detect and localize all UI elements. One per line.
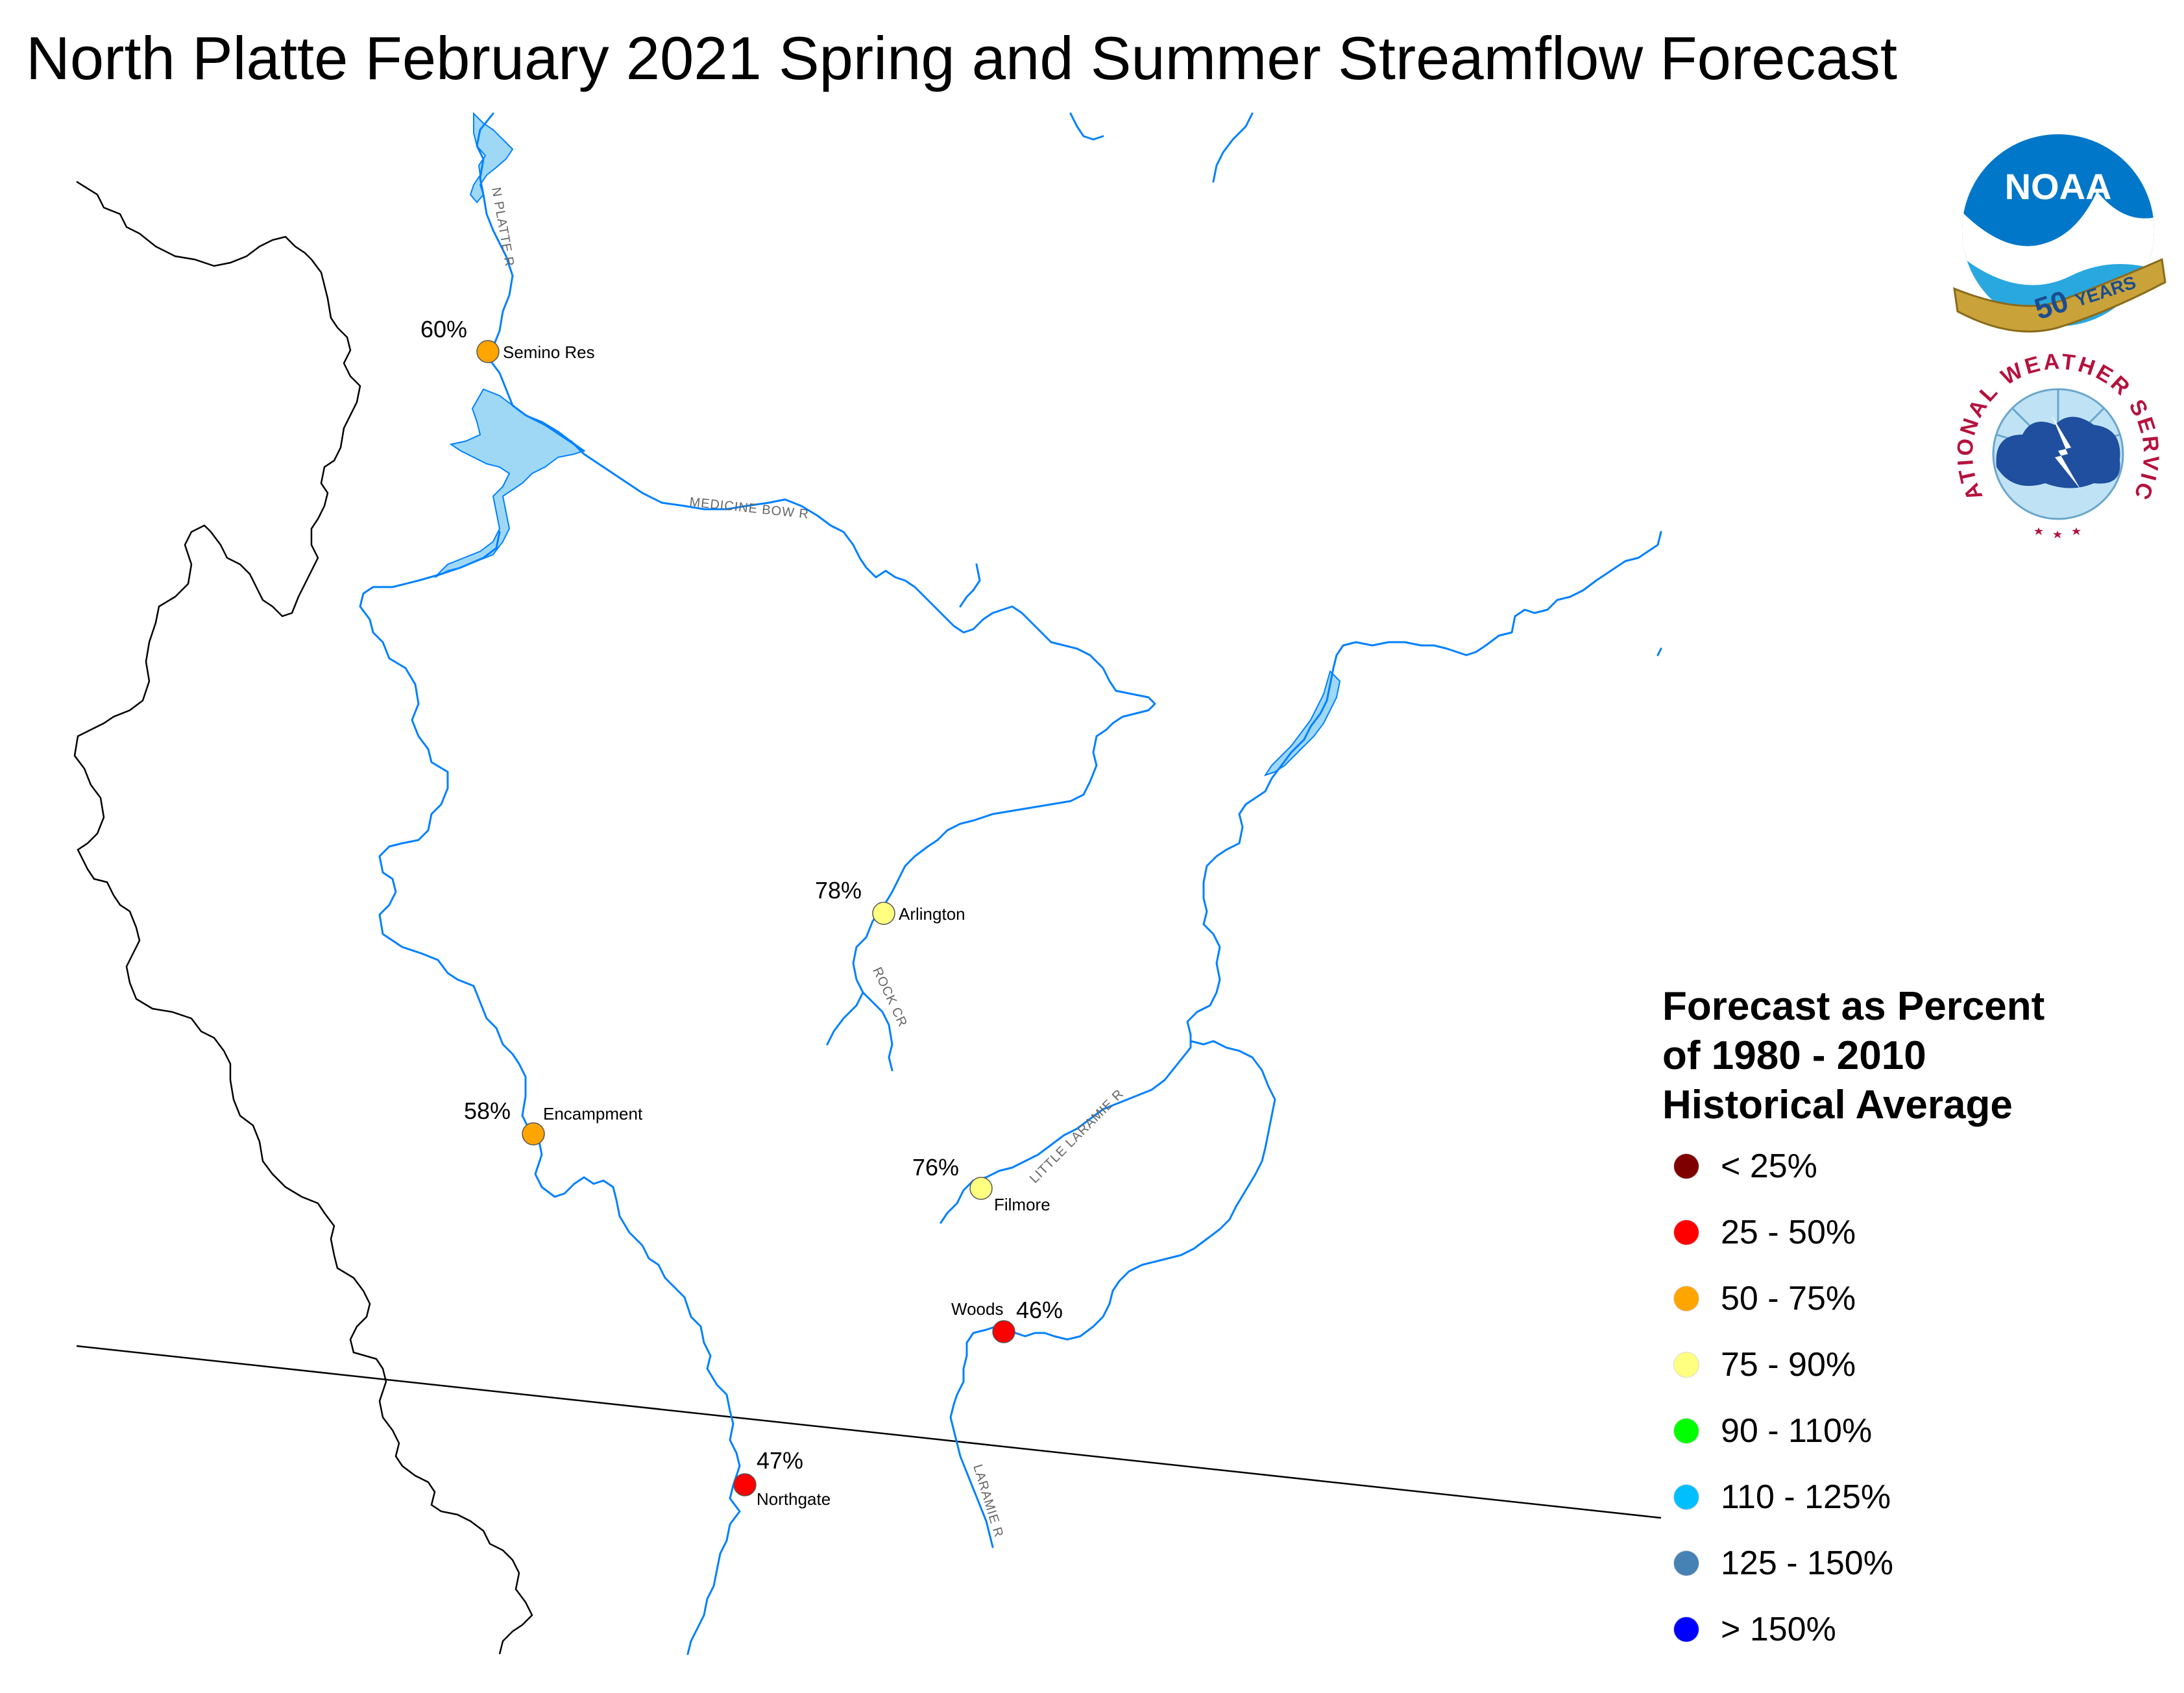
station-marker[interactable]	[872, 902, 895, 925]
legend-item: < 25%	[1674, 1147, 1817, 1186]
station-percent: 47%	[757, 1447, 803, 1474]
station-filmore[interactable]: 76% Filmore	[912, 1154, 1050, 1214]
station-name: Semino Res	[503, 342, 595, 362]
legend-swatch	[1674, 1154, 1699, 1179]
legend-item: 25 - 50%	[1674, 1213, 1856, 1252]
station-name: Encampment	[543, 1104, 643, 1123]
legend-item: 75 - 90%	[1674, 1345, 1856, 1384]
station-name: Woods	[951, 1299, 1003, 1319]
station-woods[interactable]: 46% Woods	[951, 1297, 1063, 1343]
station-encampment[interactable]: 58% Encampment	[464, 1098, 643, 1146]
legend-label: 110 - 125%	[1721, 1478, 1891, 1516]
station-name: Northgate	[757, 1489, 831, 1509]
legend-item: 110 - 125%	[1674, 1478, 1891, 1517]
legend-swatch	[1674, 1220, 1699, 1245]
legend-item: 90 - 110%	[1674, 1411, 1872, 1450]
river-label-medicine-bow: MEDICINE BOW R	[688, 495, 809, 522]
legend-title-line: Forecast as Percent	[1662, 984, 2045, 1029]
legend-swatch	[1674, 1419, 1699, 1443]
north-platte-river	[359, 112, 741, 1655]
legend-label: 25 - 50%	[1721, 1214, 1856, 1251]
station-semino-res[interactable]: 60% Semino Res	[420, 316, 595, 363]
station-name: Filmore	[994, 1195, 1050, 1214]
legend-label: 125 - 150%	[1721, 1544, 1893, 1582]
map-title: North Platte February 2021 Spring and Su…	[26, 24, 1897, 92]
reservoirs	[434, 112, 1341, 776]
legend-label: 90 - 110%	[1721, 1412, 1873, 1450]
station-marker[interactable]	[522, 1122, 545, 1146]
legend-swatch	[1674, 1485, 1699, 1509]
medicine-bow-river	[570, 440, 1156, 994]
noaa-logo-text: NOAA	[2005, 166, 2112, 207]
legend-label: 50 - 75%	[1721, 1280, 1856, 1317]
station-marker[interactable]	[476, 340, 500, 363]
legend-swatch	[1674, 1352, 1699, 1377]
station-name: Arlington	[899, 904, 965, 924]
station-arlington[interactable]: 78% Arlington	[815, 877, 965, 925]
legend-label: 75 - 90%	[1721, 1346, 1856, 1384]
laramie-river	[949, 1040, 1276, 1548]
legend-item: 50 - 75%	[1674, 1279, 1856, 1318]
station-percent: 60%	[420, 316, 467, 342]
rivers	[359, 112, 1662, 1655]
station-northgate[interactable]: 47% Northgate	[733, 1447, 831, 1509]
legend-swatch	[1674, 1286, 1699, 1311]
station-percent: 46%	[1016, 1297, 1063, 1323]
legend-swatch	[1674, 1551, 1699, 1576]
station-percent: 78%	[815, 877, 862, 904]
river-labels: N PLATTE R MEDICINE BOW R ROCK CR LITTLE…	[489, 186, 1126, 1539]
station-marker[interactable]	[969, 1177, 993, 1200]
legend-title: Forecast as Percent of 1980 - 2010 Histo…	[1662, 982, 2044, 1130]
state-line	[76, 1345, 1662, 1519]
forecast-points: 60% Semino Res 78% Arlington 58% Encampm…	[420, 316, 1063, 1509]
legend-title-line: of 1980 - 2010	[1662, 1033, 1926, 1078]
river-label-rock-cr: ROCK CR	[869, 965, 910, 1029]
station-percent: 76%	[912, 1154, 959, 1181]
nws-logo: NATIONAL WEATHER SERVICE	[1952, 349, 2161, 551]
legend-label: > 150%	[1721, 1611, 1836, 1648]
basin-boundary	[73, 180, 533, 1655]
station-marker[interactable]	[992, 1320, 1015, 1343]
station-percent: 58%	[464, 1098, 511, 1124]
legend-label: < 25%	[1721, 1147, 1817, 1185]
rock-creek	[862, 991, 893, 1072]
legend-item: > 150%	[1674, 1610, 1836, 1649]
noaa-logo: NOAA 50 YEARS	[1953, 134, 2166, 333]
station-marker[interactable]	[733, 1473, 757, 1496]
legend-item: 125 - 150%	[1674, 1544, 1893, 1583]
legend-title-line: Historical Average	[1662, 1083, 2013, 1127]
little-laramie-river	[940, 531, 1662, 1224]
legend-swatch	[1674, 1617, 1699, 1642]
river-label-little-laramie: LITTLE LARAMIE R	[1027, 1087, 1126, 1186]
